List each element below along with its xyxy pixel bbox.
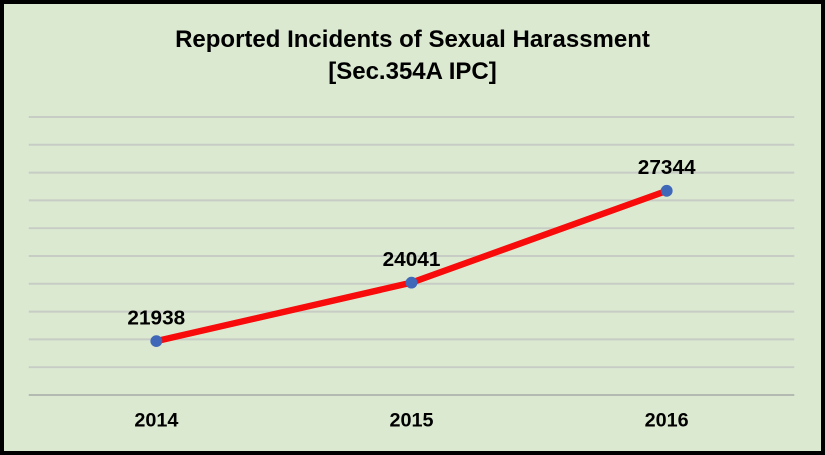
- chart-title-line1: Reported Incidents of Sexual Harassment: [175, 26, 650, 53]
- data-point-marker[interactable]: [405, 276, 418, 289]
- data-label: 27344: [638, 156, 696, 179]
- x-axis-label: 2014: [134, 410, 178, 432]
- data-point-marker[interactable]: [150, 335, 163, 348]
- chart-title-line2: [Sec.354A IPC]: [328, 58, 497, 85]
- data-label: 21938: [127, 306, 185, 329]
- line-chart-plot-area: 21938 2014 24041 2015 27344 2016: [4, 4, 821, 451]
- x-axis-label: 2016: [645, 410, 689, 432]
- data-point-marker[interactable]: [660, 184, 673, 197]
- data-label: 24041: [383, 248, 441, 271]
- x-axis-label: 2015: [389, 410, 433, 432]
- chart-title: Reported Incidents of Sexual Harassment …: [4, 24, 821, 88]
